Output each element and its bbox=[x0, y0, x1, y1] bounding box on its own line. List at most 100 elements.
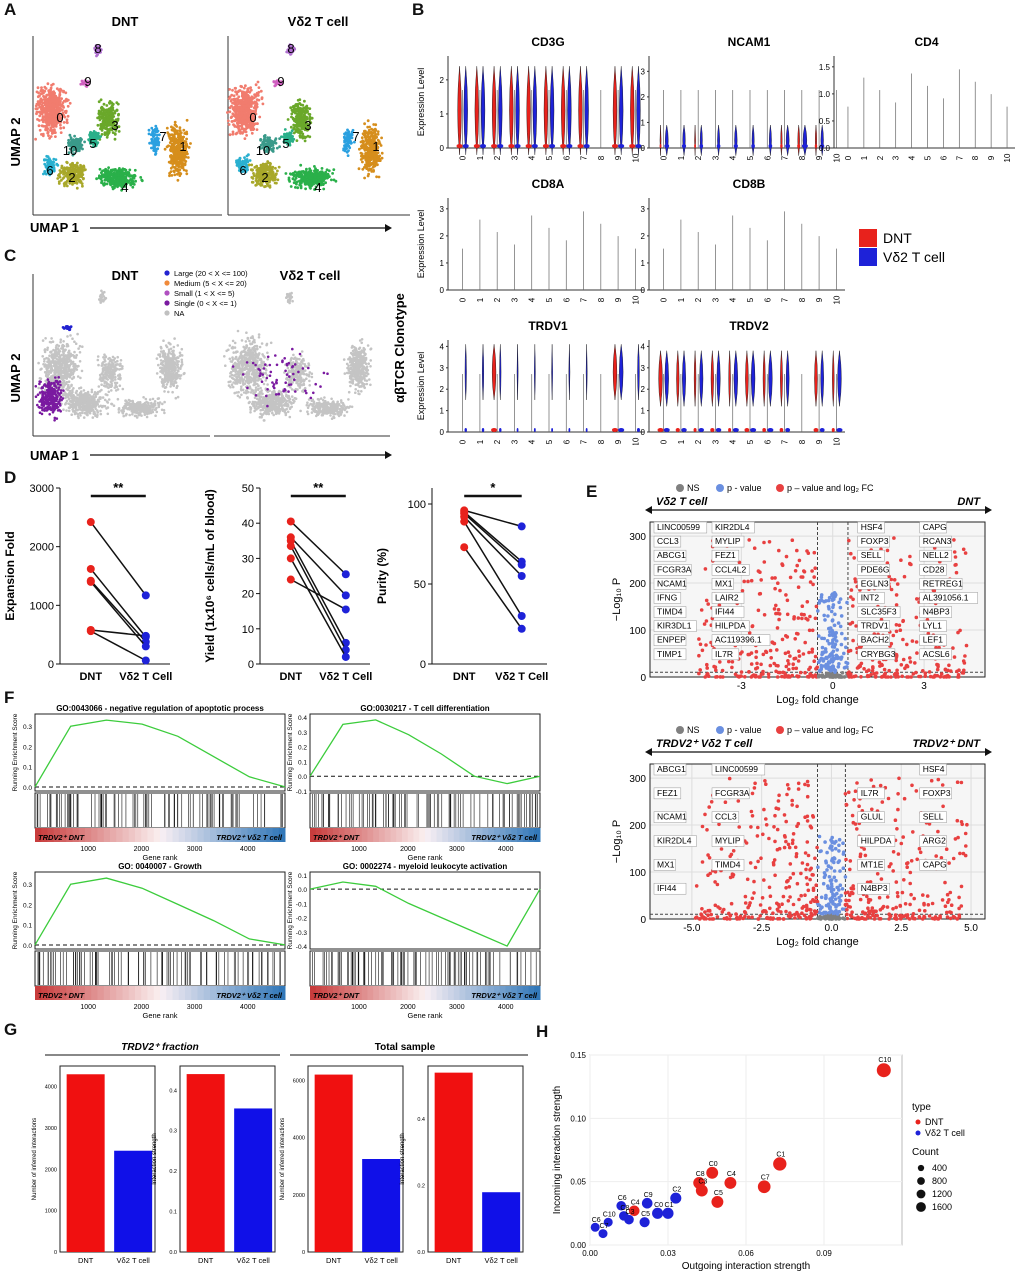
umap-cell bbox=[73, 172, 76, 175]
violin-ytick: 1 bbox=[641, 259, 646, 268]
umap-cell bbox=[175, 150, 178, 154]
umap-cell bbox=[44, 98, 47, 101]
umap-cell bbox=[47, 134, 50, 138]
umap-c-title-dnt: DNT bbox=[112, 268, 139, 283]
violin-shape bbox=[612, 66, 618, 155]
umap-cell bbox=[367, 149, 370, 153]
violin-xtick: 7 bbox=[580, 155, 589, 160]
umap-cell bbox=[68, 363, 72, 367]
violin-shape bbox=[480, 66, 486, 155]
umap-cell bbox=[274, 80, 277, 83]
umap-cell bbox=[291, 105, 295, 109]
umap-cell bbox=[373, 127, 377, 131]
violin-xtick: 4 bbox=[908, 155, 917, 160]
umap-cell bbox=[150, 137, 154, 141]
violin-xtick: 4 bbox=[528, 155, 537, 160]
violin-ytick: 0.0 bbox=[819, 144, 831, 153]
umap-cell bbox=[233, 119, 237, 123]
umap-cell bbox=[174, 141, 177, 145]
umap-cell bbox=[299, 186, 303, 190]
violin-base bbox=[525, 144, 532, 148]
violin-base bbox=[533, 428, 536, 432]
umap-cell bbox=[343, 136, 346, 140]
violin-shape bbox=[526, 66, 531, 155]
umap-cell bbox=[300, 109, 304, 113]
umap-cell bbox=[230, 93, 234, 97]
umap-cell bbox=[47, 366, 50, 370]
umap-cell bbox=[78, 166, 81, 170]
umap-cell bbox=[54, 364, 58, 367]
umap-cell bbox=[295, 139, 299, 143]
umap-cell bbox=[231, 120, 234, 123]
umap-cell bbox=[60, 178, 63, 182]
umap-cell bbox=[172, 151, 176, 155]
violin-shape bbox=[612, 344, 618, 400]
umap-cell bbox=[167, 144, 170, 148]
umap-cell bbox=[103, 117, 107, 121]
violin-base bbox=[675, 428, 680, 432]
umap-cell bbox=[304, 108, 308, 111]
violin-ytick: 3 bbox=[641, 364, 646, 373]
umap-cell bbox=[95, 177, 98, 181]
umap-cell bbox=[169, 166, 173, 170]
violin-xtick: 7 bbox=[580, 297, 589, 302]
violin-ytick: 0 bbox=[440, 286, 445, 295]
violin-xtick: 5 bbox=[545, 439, 554, 444]
violin-ytick: 1 bbox=[641, 407, 646, 416]
umap-cell bbox=[303, 99, 306, 103]
violin-base bbox=[566, 144, 573, 148]
umap-cell bbox=[58, 373, 61, 377]
violin-xtick: 5 bbox=[924, 155, 933, 160]
violin-ylabel: Expression Level bbox=[416, 352, 426, 421]
umap-cell bbox=[60, 353, 63, 357]
umap-cell bbox=[96, 123, 100, 127]
violin-xtick: 3 bbox=[510, 155, 519, 160]
violin-base bbox=[491, 144, 498, 148]
umap-a-ylabel: UMAP 2 bbox=[8, 118, 23, 167]
umap-cell bbox=[322, 175, 326, 178]
umap-cell bbox=[81, 147, 84, 151]
violin-xtick: 5 bbox=[746, 297, 755, 302]
umap-cell bbox=[347, 149, 350, 153]
umap-cell bbox=[287, 178, 291, 182]
violin-shape bbox=[820, 350, 824, 407]
violin-title: TRDV1 bbox=[528, 319, 568, 333]
umap-cell bbox=[124, 171, 127, 175]
umap-cell bbox=[52, 131, 56, 135]
violin-shape bbox=[780, 124, 783, 156]
umap-cell bbox=[80, 182, 84, 186]
umap-cell bbox=[62, 359, 65, 363]
umap-cell bbox=[185, 172, 189, 176]
umap-cell bbox=[50, 129, 54, 132]
umap-cell bbox=[63, 181, 67, 185]
umap-cell bbox=[46, 131, 50, 135]
umap-cell bbox=[315, 171, 319, 175]
umap-cell bbox=[75, 164, 79, 168]
umap-cell bbox=[36, 86, 40, 90]
umap-cell bbox=[51, 106, 55, 110]
umap-cell bbox=[111, 181, 115, 185]
umap-cell bbox=[48, 340, 52, 344]
violin-ytick: 1.0 bbox=[819, 90, 831, 99]
panel-letter-e: E bbox=[586, 482, 598, 501]
umap-cell bbox=[346, 154, 350, 158]
umap-cell bbox=[44, 364, 47, 368]
umap-cell bbox=[229, 116, 233, 119]
umap-cell bbox=[154, 152, 158, 155]
umap-cell bbox=[46, 360, 50, 363]
umap-cell bbox=[75, 186, 79, 190]
umap-cell bbox=[365, 161, 369, 165]
cluster-label: 9 bbox=[84, 74, 91, 89]
violin-xtick: 1 bbox=[677, 297, 686, 302]
umap-cell bbox=[114, 174, 118, 178]
umap-cell bbox=[67, 351, 70, 354]
umap-cell bbox=[178, 126, 182, 130]
umap-cell bbox=[91, 145, 95, 148]
violin-shape bbox=[578, 66, 583, 155]
umap-cell bbox=[228, 88, 232, 91]
violin-shape bbox=[482, 344, 484, 400]
violin-shape bbox=[699, 350, 704, 407]
violin-base bbox=[663, 428, 670, 432]
umap-cell bbox=[62, 121, 66, 124]
violin-ylabel: Expression Level bbox=[416, 68, 426, 137]
